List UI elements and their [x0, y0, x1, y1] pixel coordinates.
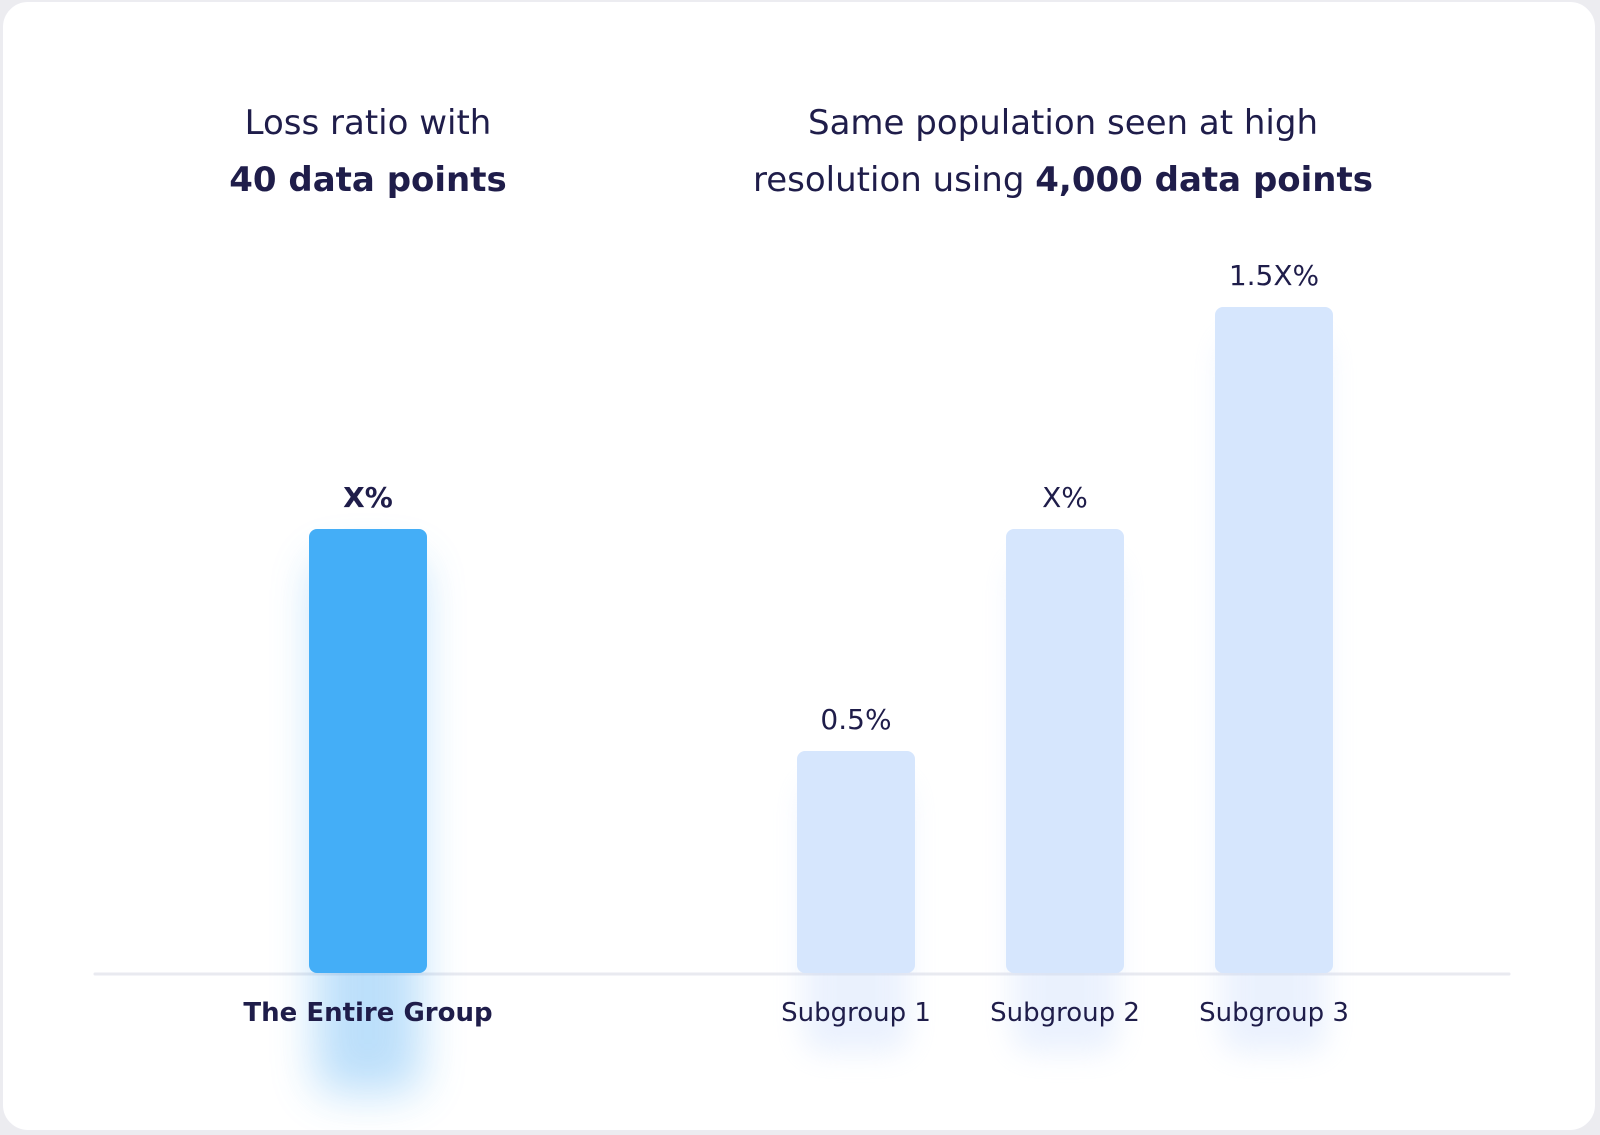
bar-chart-canvas: X% The Entire Group 0.5% Subgroup 1 X% Subgro… [93, 259, 1511, 1093]
category-label: The Entire Group [243, 998, 492, 1028]
bar-subgroup-2 [1006, 529, 1124, 973]
bar-value-label: 0.5% [820, 703, 891, 736]
right-chart-title: Same population seen at high resolution … [703, 95, 1423, 209]
category-label: Subgroup 1 [781, 998, 931, 1028]
category-label: Subgroup 3 [1199, 998, 1349, 1028]
right-title-line1: Same population seen at high [808, 103, 1318, 143]
bar-subgroup-1 [797, 751, 915, 973]
bar-value-label: 1.5X% [1229, 259, 1319, 292]
left-title-line2: 40 data points [229, 160, 507, 200]
bars-layer: X% The Entire Group 0.5% Subgroup 1 X% Subgro… [243, 259, 1349, 1093]
category-label: Subgroup 2 [990, 998, 1140, 1028]
bar-subgroup-3 [1215, 307, 1333, 973]
bar-value-label: X% [1042, 481, 1088, 514]
bar-value-label: X% [343, 481, 393, 514]
left-chart-title: Loss ratio with 40 data points [168, 95, 568, 209]
left-title-line1: Loss ratio with [244, 103, 492, 143]
bar-the-entire-group [309, 529, 427, 973]
right-title-line2-bold: 4,000 data points [1035, 160, 1373, 200]
right-title-line2-prefix: resolution using [753, 160, 1036, 200]
